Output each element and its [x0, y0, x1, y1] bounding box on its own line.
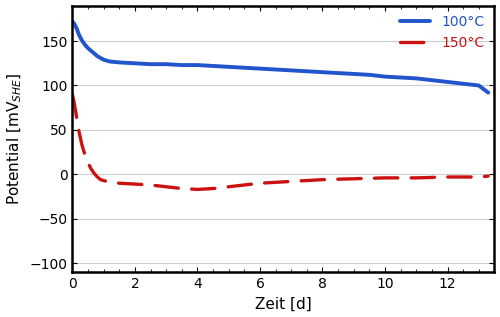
150°C [132, 182, 138, 186]
100°C [107, 60, 113, 63]
100°C [72, 24, 78, 28]
150°C [107, 180, 113, 184]
150°C [72, 108, 78, 112]
100°C [304, 69, 310, 73]
100°C [476, 84, 482, 87]
100°C [88, 49, 94, 53]
150°C [304, 179, 310, 183]
100°C [116, 61, 122, 64]
150°C [242, 183, 248, 187]
100°C [92, 52, 98, 55]
100°C [351, 72, 357, 76]
100°C [98, 56, 103, 60]
150°C [476, 175, 482, 179]
100°C [226, 65, 232, 69]
150°C [88, 167, 94, 171]
100°C [382, 75, 388, 79]
100°C [70, 20, 75, 23]
150°C [272, 180, 278, 184]
100°C [257, 67, 263, 70]
100°C [79, 38, 85, 42]
100°C [100, 58, 106, 61]
150°C [382, 176, 388, 180]
100°C [366, 73, 372, 77]
150°C [82, 153, 88, 157]
150°C [257, 181, 263, 185]
150°C [71, 100, 77, 103]
150°C [92, 171, 98, 175]
Line: 150°C: 150°C [72, 94, 488, 190]
100°C [132, 61, 138, 65]
100°C [76, 32, 82, 36]
150°C [179, 187, 185, 191]
150°C [100, 179, 106, 183]
100°C [85, 46, 91, 50]
Legend: 100°C, 150°C: 100°C, 150°C [394, 10, 490, 56]
Y-axis label: Potential [mV$_{SHE}$]: Potential [mV$_{SHE}$] [6, 73, 24, 205]
150°C [414, 176, 420, 180]
100°C [320, 70, 326, 74]
100°C [163, 62, 169, 66]
150°C [351, 177, 357, 181]
150°C [148, 183, 154, 187]
100°C [485, 91, 491, 94]
100°C [94, 54, 100, 58]
100°C [82, 43, 88, 47]
100°C [335, 71, 341, 75]
100°C [179, 63, 185, 67]
150°C [98, 178, 103, 182]
150°C [116, 181, 122, 185]
150°C [74, 118, 80, 122]
150°C [210, 187, 216, 191]
150°C [163, 185, 169, 189]
150°C [85, 161, 91, 165]
150°C [76, 128, 82, 132]
100°C [71, 22, 77, 25]
150°C [226, 185, 232, 189]
150°C [320, 178, 326, 182]
100°C [444, 80, 450, 84]
150°C [194, 188, 200, 191]
100°C [414, 76, 420, 80]
100°C [460, 82, 466, 86]
150°C [288, 179, 294, 183]
X-axis label: Zeit [d]: Zeit [d] [255, 296, 312, 311]
100°C [429, 78, 435, 82]
150°C [70, 93, 75, 96]
150°C [485, 174, 491, 178]
150°C [79, 142, 85, 146]
100°C [398, 75, 404, 79]
100°C [272, 68, 278, 71]
100°C [194, 63, 200, 67]
Line: 100°C: 100°C [72, 22, 488, 93]
100°C [210, 64, 216, 68]
150°C [444, 175, 450, 179]
100°C [242, 66, 248, 70]
150°C [94, 175, 100, 179]
100°C [288, 68, 294, 72]
100°C [74, 28, 80, 31]
100°C [148, 62, 154, 66]
